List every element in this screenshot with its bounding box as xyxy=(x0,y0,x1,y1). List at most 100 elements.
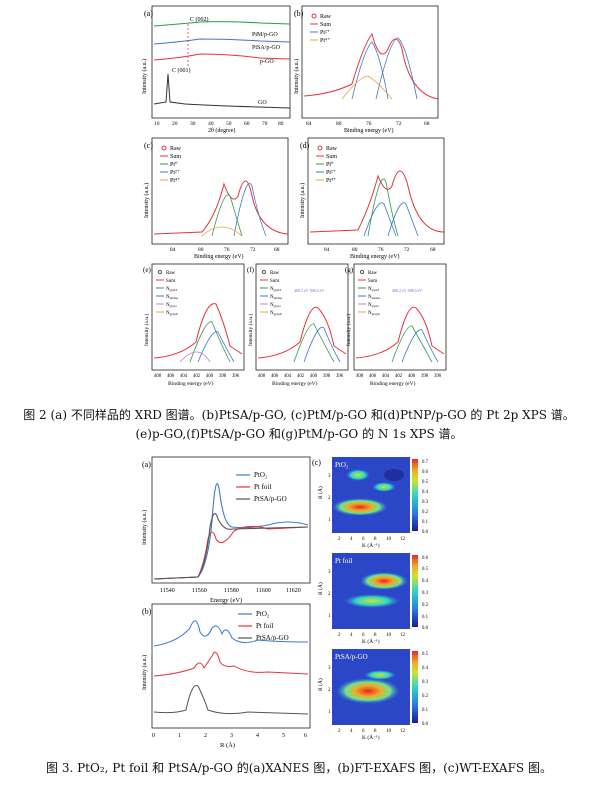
svg-text:402: 402 xyxy=(395,374,403,379)
x-ticks: 10 20 30 40 50 60 70 80 xyxy=(154,121,284,127)
svg-text:6: 6 xyxy=(304,733,307,739)
svg-text:0.4: 0.4 xyxy=(422,579,429,584)
svg-text:76: 76 xyxy=(378,247,384,253)
ptm-label: PtM/p-GO xyxy=(252,32,278,38)
svg-text:Pt⁴⁺: Pt⁴⁺ xyxy=(326,178,336,184)
svg-text:0.2: 0.2 xyxy=(422,694,429,699)
svg-text:12: 12 xyxy=(400,729,406,734)
svg-text:60: 60 xyxy=(244,121,250,127)
ptfoil-curve xyxy=(153,525,309,580)
fig2-panel-e-n1s: (e) Intensity (a.u.) Raw Sum Npyrid Nami… xyxy=(143,263,245,387)
svg-text:398: 398 xyxy=(219,374,227,379)
svg-text:Sum: Sum xyxy=(326,154,337,160)
svg-text:6: 6 xyxy=(362,633,365,638)
svg-text:72: 72 xyxy=(396,121,402,127)
x-ticks: 11540 11560 11580 11600 11620 xyxy=(160,588,301,594)
legend: Raw Sum Pt⁰ Pt²⁺ Pt⁴⁺ xyxy=(316,145,338,184)
svg-text:5: 5 xyxy=(282,733,285,739)
svg-text:68: 68 xyxy=(274,247,280,253)
panel-letter: (a) xyxy=(144,9,153,18)
svg-text:Sum: Sum xyxy=(166,279,175,284)
go-label: GO xyxy=(258,100,267,106)
svg-text:396: 396 xyxy=(232,374,240,379)
peak-note: 400.2 eV 398.4 eV xyxy=(392,288,422,293)
svg-text:K (Å⁻¹): K (Å⁻¹) xyxy=(362,541,380,549)
svg-text:10: 10 xyxy=(154,121,160,127)
svg-text:11600: 11600 xyxy=(256,588,271,594)
svg-text:0.6: 0.6 xyxy=(422,556,429,561)
c001-label: C (001) xyxy=(172,67,191,74)
fig2-panel-b-pt2p: (b) Intensity (a.u.) Raw Sum Pt²⁺ Pt⁴⁺ 8… xyxy=(293,5,439,134)
svg-text:84: 84 xyxy=(324,247,330,253)
pto2-curve xyxy=(153,483,309,580)
x-axis-label: Binding energy (eV) xyxy=(350,253,400,260)
ptm-curve xyxy=(153,21,291,27)
fig2-panel-d-pt2p: (d) Intensity (a.u.) Raw Sum Pt⁰ Pt²⁺ Pt… xyxy=(299,137,445,260)
fig2-panel-a-xrd: (a) Intensity (a.u.) C (002) C (001) PtM… xyxy=(141,5,291,134)
svg-text:4: 4 xyxy=(350,633,353,638)
svg-text:2: 2 xyxy=(338,633,341,638)
svg-text:0.2: 0.2 xyxy=(422,603,429,608)
svg-text:30: 30 xyxy=(190,121,196,127)
svg-text:408: 408 xyxy=(154,374,162,379)
svg-text:80: 80 xyxy=(278,121,284,127)
wt-map-ptsa: PtSA/p-GO 0.50.40.30.20.10.0 123 R (Å) 2… xyxy=(316,649,429,741)
svg-text:406: 406 xyxy=(369,374,377,379)
x-ticks: 408 406 404 402 400 398 396 xyxy=(154,374,240,379)
svg-text:80: 80 xyxy=(352,247,358,253)
svg-text:72: 72 xyxy=(250,247,256,253)
panel-letter: (d) xyxy=(300,141,310,150)
svg-text:Ngraph: Ngraph xyxy=(270,311,282,316)
svg-text:400: 400 xyxy=(206,374,214,379)
svg-text:40: 40 xyxy=(208,121,214,127)
svg-text:398: 398 xyxy=(421,374,429,379)
svg-text:Npyrro: Npyrro xyxy=(368,303,379,308)
svg-text:PtO₂: PtO₂ xyxy=(254,471,268,479)
x-axis-label: Binding energy (eV) xyxy=(370,380,416,387)
panel-letter: (b) xyxy=(142,607,152,616)
svg-text:4: 4 xyxy=(350,729,353,734)
svg-text:Raw: Raw xyxy=(326,146,338,152)
svg-text:0.5: 0.5 xyxy=(422,480,429,485)
ptsa-label: PtSA/p-GO xyxy=(252,45,281,51)
svg-text:1: 1 xyxy=(178,733,181,739)
wt-map-pt-foil: Pt foil 0.60.50.40.30.20.10.0 123 R (Å) … xyxy=(316,553,429,645)
svg-text:Pt²⁺: Pt²⁺ xyxy=(320,30,330,36)
svg-text:0: 0 xyxy=(152,733,155,739)
y-axis-label: Intensity (a.u.) xyxy=(143,183,150,218)
sum-curve xyxy=(153,180,289,235)
sum-curve xyxy=(303,32,439,100)
svg-text:3: 3 xyxy=(328,666,331,671)
c002-label: C (002) xyxy=(190,16,209,23)
svg-text:3: 3 xyxy=(328,570,331,575)
x-ticks: 84 80 76 72 68 xyxy=(324,247,436,253)
svg-text:Namino: Namino xyxy=(368,295,381,300)
legend: Raw Sum Pt²⁺ Pt⁴⁺ xyxy=(310,13,332,44)
panel-letter: (b) xyxy=(294,9,304,18)
svg-text:4: 4 xyxy=(256,733,259,739)
x-ticks: 0 1 2 3 4 5 6 xyxy=(152,733,307,739)
svg-text:0.4: 0.4 xyxy=(422,666,429,671)
legend: Raw Sum Npyrid Namino Npyrro Ngraph xyxy=(358,269,381,316)
map-label: PtO₂ xyxy=(335,461,349,469)
svg-text:Raw: Raw xyxy=(166,271,176,276)
y-axis-label: Intensity (a.u.) xyxy=(345,314,352,346)
x-ticks: 408 406 404 402 400 398 396 xyxy=(258,374,344,379)
ptsa-curve xyxy=(153,38,291,45)
svg-text:0.5: 0.5 xyxy=(422,652,429,657)
pt4-component xyxy=(341,75,393,100)
map-label: Pt foil xyxy=(335,557,352,565)
svg-text:396: 396 xyxy=(336,374,344,379)
svg-text:2: 2 xyxy=(338,537,341,542)
svg-text:8: 8 xyxy=(374,729,377,734)
svg-text:408: 408 xyxy=(356,374,364,379)
svg-text:398: 398 xyxy=(323,374,331,379)
svg-text:Raw: Raw xyxy=(320,14,332,20)
y-axis-label: Intensity (a.u.) xyxy=(141,655,148,690)
y-axis-label: Intensity (a.u.) xyxy=(247,314,254,346)
svg-text:PtSA/p-GO: PtSA/p-GO xyxy=(254,495,287,503)
ptsa-curve xyxy=(153,513,309,580)
svg-text:2: 2 xyxy=(328,592,331,597)
svg-text:76: 76 xyxy=(366,121,372,127)
svg-text:402: 402 xyxy=(193,374,201,379)
